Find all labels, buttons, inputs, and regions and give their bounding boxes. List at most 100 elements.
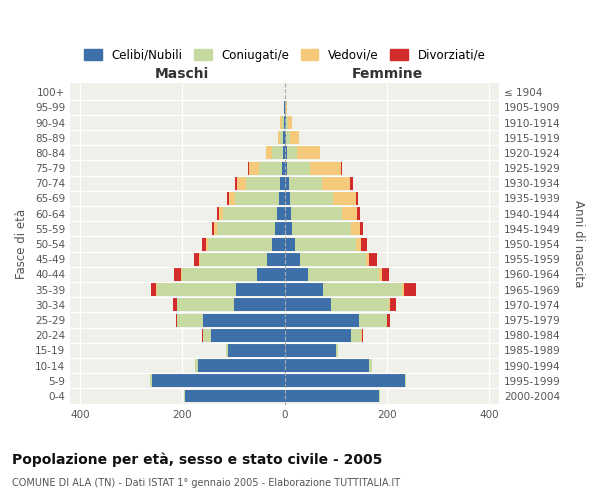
Bar [284, 283, 323, 296]
Bar [379, 390, 380, 402]
Bar [284, 253, 300, 266]
Bar [284, 344, 336, 357]
Bar [391, 298, 395, 312]
Bar [342, 207, 357, 220]
Bar [267, 253, 284, 266]
Bar [178, 314, 203, 326]
Bar [214, 222, 217, 235]
Bar [288, 116, 292, 129]
Text: Maschi: Maschi [155, 66, 209, 80]
Bar [284, 374, 405, 388]
Bar [247, 177, 280, 190]
Bar [282, 162, 284, 174]
Bar [176, 314, 178, 326]
Bar [300, 253, 367, 266]
Bar [290, 192, 333, 205]
Bar [333, 192, 356, 205]
Bar [388, 314, 390, 326]
Bar [275, 222, 284, 235]
Bar [283, 131, 284, 144]
Bar [356, 238, 361, 250]
Bar [280, 116, 281, 129]
Bar [235, 192, 278, 205]
Bar [308, 268, 379, 281]
Bar [233, 298, 284, 312]
Bar [284, 177, 289, 190]
Bar [359, 314, 387, 326]
Bar [287, 146, 297, 160]
Bar [284, 192, 290, 205]
Bar [226, 344, 229, 357]
Bar [405, 374, 406, 388]
Bar [195, 359, 198, 372]
Bar [287, 162, 310, 174]
Bar [286, 116, 288, 129]
Text: Popolazione per età, sesso e stato civile - 2005: Popolazione per età, sesso e stato civil… [12, 452, 382, 467]
Bar [370, 253, 377, 266]
Y-axis label: Anni di nascita: Anni di nascita [572, 200, 585, 288]
Bar [323, 283, 402, 296]
Bar [382, 268, 389, 281]
Bar [185, 390, 284, 402]
Bar [152, 374, 284, 388]
Bar [200, 253, 267, 266]
Bar [198, 359, 284, 372]
Bar [331, 298, 389, 312]
Bar [284, 298, 331, 312]
Bar [283, 146, 284, 160]
Y-axis label: Fasce di età: Fasce di età [15, 209, 28, 279]
Bar [357, 207, 360, 220]
Bar [284, 268, 308, 281]
Bar [280, 131, 283, 144]
Bar [249, 162, 259, 174]
Text: COMUNE DI ALA (TN) - Dati ISTAT 1° gennaio 2005 - Elaborazione TUTTITALIA.IT: COMUNE DI ALA (TN) - Dati ISTAT 1° genna… [12, 478, 400, 488]
Bar [150, 374, 152, 388]
Bar [281, 116, 284, 129]
Bar [341, 162, 343, 174]
Bar [237, 177, 247, 190]
Bar [211, 329, 284, 342]
Bar [284, 131, 286, 144]
Bar [219, 207, 223, 220]
Bar [351, 329, 361, 342]
Bar [310, 162, 341, 174]
Bar [289, 177, 322, 190]
Bar [284, 146, 287, 160]
Bar [369, 359, 371, 372]
Bar [259, 162, 282, 174]
Bar [280, 177, 284, 190]
Bar [292, 222, 351, 235]
Bar [336, 344, 338, 357]
Bar [194, 253, 199, 266]
Bar [278, 192, 284, 205]
Bar [212, 222, 214, 235]
Bar [360, 222, 363, 235]
Bar [389, 298, 391, 312]
Bar [379, 268, 382, 281]
Bar [174, 268, 181, 281]
Bar [181, 268, 182, 281]
Bar [217, 222, 275, 235]
Bar [272, 146, 283, 160]
Bar [404, 283, 416, 296]
Bar [235, 177, 237, 190]
Bar [297, 146, 320, 160]
Bar [402, 283, 404, 296]
Bar [206, 238, 208, 250]
Bar [284, 222, 292, 235]
Bar [178, 298, 233, 312]
Bar [284, 238, 295, 250]
Bar [227, 192, 229, 205]
Bar [277, 207, 284, 220]
Bar [361, 238, 367, 250]
Bar [286, 131, 290, 144]
Bar [223, 207, 277, 220]
Bar [286, 101, 287, 114]
Bar [229, 344, 284, 357]
Bar [322, 177, 350, 190]
Bar [208, 238, 272, 250]
Bar [173, 298, 177, 312]
Text: Femmine: Femmine [352, 66, 424, 80]
Bar [236, 283, 284, 296]
Bar [199, 253, 200, 266]
